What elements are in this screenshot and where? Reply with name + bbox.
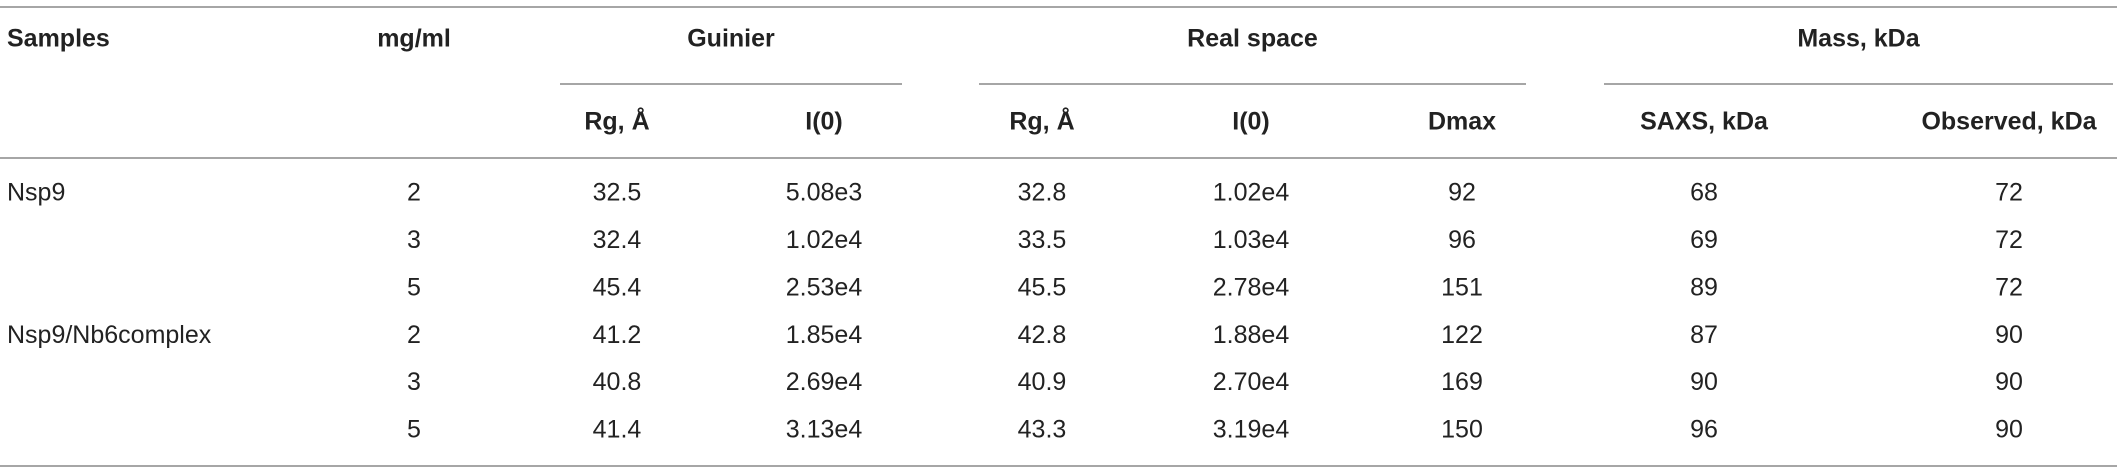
column-header: Observed, kDa	[1921, 108, 2097, 136]
cell: 2.53e4	[786, 273, 863, 301]
cell: 96	[1690, 416, 1718, 444]
cell: 89	[1690, 273, 1718, 301]
cell: 2	[407, 321, 421, 349]
cell: 5	[407, 273, 421, 301]
cell: 3.13e4	[786, 416, 863, 444]
cell: 32.4	[593, 226, 642, 254]
cell: 90	[1690, 368, 1718, 396]
cell: 2.78e4	[1213, 273, 1290, 301]
cell: 2.69e4	[786, 368, 863, 396]
cell: 1.88e4	[1213, 321, 1290, 349]
cell: 2.70e4	[1213, 368, 1290, 396]
cell: 69	[1690, 226, 1718, 254]
cell: 3.19e4	[1213, 416, 1290, 444]
cell: 92	[1448, 179, 1476, 207]
cell: 32.8	[1018, 179, 1067, 207]
cell: 72	[1995, 179, 2023, 207]
cell: 90	[1995, 321, 2023, 349]
cell: 42.8	[1018, 321, 1067, 349]
cell: 90	[1995, 368, 2023, 396]
cell: 40.9	[1018, 368, 1067, 396]
cell: 1.85e4	[786, 321, 863, 349]
cell: 96	[1448, 226, 1476, 254]
header-concentration: mg/ml	[377, 25, 451, 53]
cell: 151	[1441, 273, 1483, 301]
cell: 1.03e4	[1213, 226, 1290, 254]
group-header: Real space	[1187, 25, 1318, 53]
cell: 5	[407, 416, 421, 444]
cell: 150	[1441, 416, 1483, 444]
column-header: Rg, Å	[1009, 107, 1074, 136]
cell: 90	[1995, 416, 2023, 444]
cell: 45.5	[1018, 273, 1067, 301]
sample-name: Nsp9	[7, 179, 65, 207]
cell: 1.02e4	[1213, 179, 1290, 207]
cell: 41.4	[593, 416, 642, 444]
cell: 1.02e4	[786, 226, 863, 254]
cell: 41.2	[593, 321, 642, 349]
group-header: Guinier	[687, 25, 775, 53]
column-header: I(0)	[1232, 108, 1270, 136]
cell: 3	[407, 226, 421, 254]
column-header: I(0)	[805, 108, 843, 136]
cell: 122	[1441, 321, 1483, 349]
cell: 45.4	[593, 273, 642, 301]
sample-name: Nsp9/Nb6complex	[7, 321, 212, 349]
cell: 43.3	[1018, 416, 1067, 444]
column-header: Rg, Å	[584, 107, 649, 136]
cell: 33.5	[1018, 226, 1067, 254]
cell: 87	[1690, 321, 1718, 349]
column-header: SAXS, kDa	[1640, 108, 1769, 136]
header-samples: Samples	[7, 25, 110, 53]
column-header: Dmax	[1428, 108, 1496, 136]
cell: 3	[407, 368, 421, 396]
cell: 5.08e3	[786, 179, 862, 207]
cell: 68	[1690, 179, 1718, 207]
cell: 2	[407, 179, 421, 207]
group-header: Mass, kDa	[1797, 25, 1920, 53]
cell: 169	[1441, 368, 1483, 396]
cell: 72	[1995, 273, 2023, 301]
cell: 40.8	[593, 368, 642, 396]
cell: 72	[1995, 226, 2023, 254]
cell: 32.5	[593, 179, 642, 207]
